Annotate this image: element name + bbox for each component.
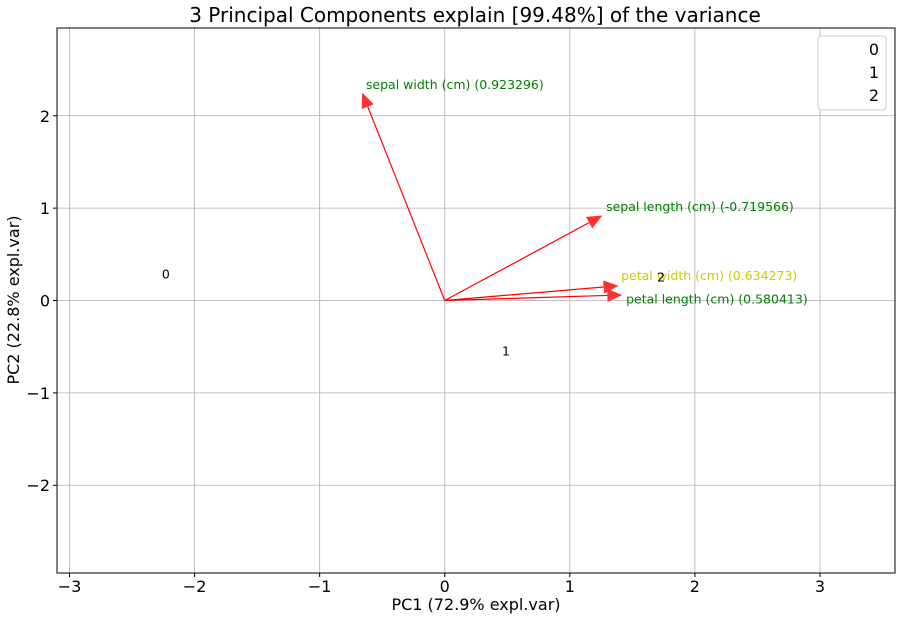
loading-vectors: sepal width (cm) (0.923296) sepal length … xyxy=(361,77,808,306)
loading-arrow-shaft xyxy=(444,294,608,302)
x-tick-label: 3 xyxy=(815,577,825,596)
x-tick-label: 1 xyxy=(565,577,575,596)
cluster-label: 1 xyxy=(502,343,510,358)
cluster-label: 0 xyxy=(162,267,170,282)
x-axis-label: PC1 (72.9% expl.var) xyxy=(391,595,560,614)
x-tick-label: 0 xyxy=(440,577,450,596)
loading-label: sepal width (cm) (0.923296) xyxy=(366,77,544,92)
y-tick-label: 1 xyxy=(40,199,50,218)
x-tick-label: −1 xyxy=(308,577,332,596)
loading-label: petal length (cm) (0.580413) xyxy=(626,291,808,306)
axis-ticks: −3 −2 −1 0 1 2 3 −2 −1 0 1 2 xyxy=(26,107,825,596)
x-tick-label: −2 xyxy=(183,577,207,596)
legend-entry: 2 xyxy=(869,86,879,105)
y-axis-label: PC2 (22.8% expl.var) xyxy=(4,215,23,384)
cluster-centroid-labels: 0 1 2 xyxy=(162,267,665,359)
legend-box xyxy=(817,35,887,111)
y-tick-label: 2 xyxy=(40,107,50,126)
y-tick-label: −1 xyxy=(26,384,50,403)
legend-entry: 1 xyxy=(869,63,879,82)
legend-entry: 0 xyxy=(869,40,879,59)
x-tick-label: 2 xyxy=(690,577,700,596)
y-tick-label: −2 xyxy=(26,476,50,495)
legend: 0 1 2 xyxy=(817,35,887,111)
loading-arrow-shaft xyxy=(444,286,604,302)
loading-label: petal width (cm) (0.634273) xyxy=(621,268,797,283)
x-tick-label: −3 xyxy=(58,577,82,596)
loading-arrow-head xyxy=(361,92,374,110)
y-tick-label: 0 xyxy=(40,292,50,311)
grid-lines xyxy=(57,28,895,573)
loading-arrow-shaft xyxy=(444,222,590,302)
loading-arrow-shaft xyxy=(367,106,446,301)
chart-title: 3 Principal Components explain [99.48%] … xyxy=(189,3,761,27)
loading-arrow-head xyxy=(586,215,603,229)
cluster-label: 2 xyxy=(657,269,665,284)
loading-arrow-head xyxy=(607,288,623,302)
loading-label: sepal length (cm) (-0.719566) xyxy=(606,199,794,214)
loading-arrow-head xyxy=(603,280,619,294)
